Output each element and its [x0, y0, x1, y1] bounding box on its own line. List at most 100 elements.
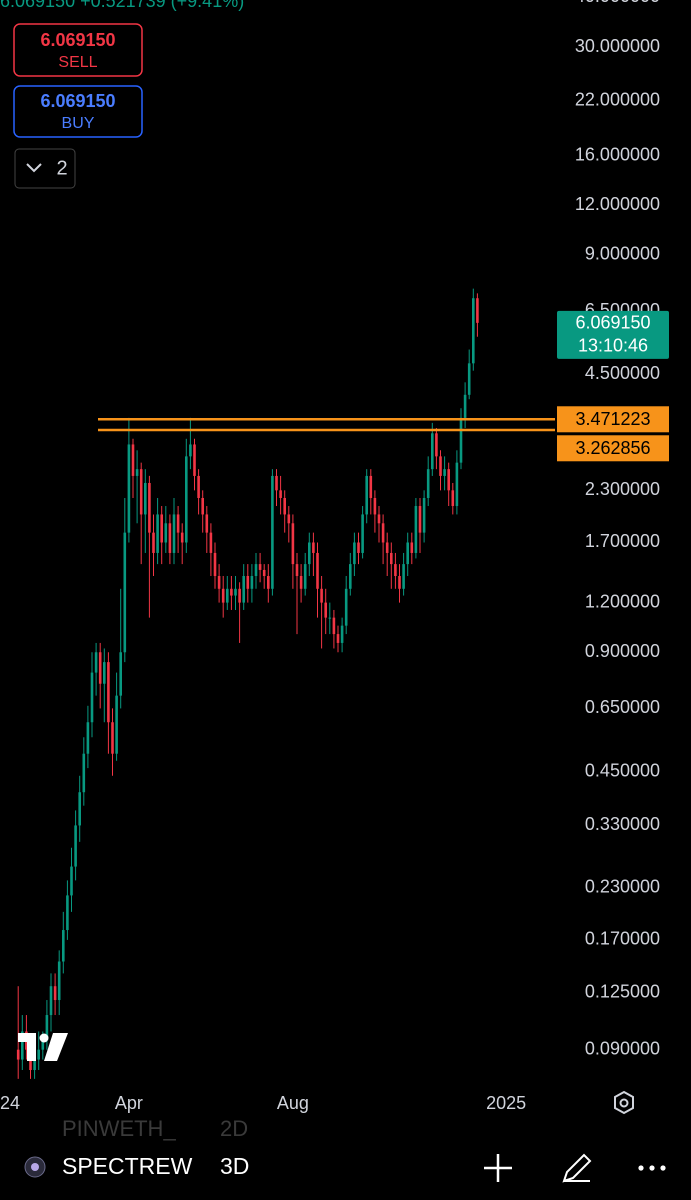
- y-tick-label: 0.125000: [585, 982, 660, 1002]
- candle-body: [115, 695, 118, 754]
- candle-body: [139, 469, 143, 515]
- candle-body: [37, 1049, 40, 1060]
- candle-body: [361, 514, 364, 553]
- buy-price: 6.069150: [40, 91, 115, 111]
- candle-body: [390, 552, 393, 565]
- candle-body: [201, 497, 204, 515]
- last-price-tag: [557, 310, 669, 359]
- candle-body: [275, 475, 278, 491]
- sell-price: 6.069150: [40, 30, 115, 50]
- candle-body: [467, 363, 471, 395]
- candle-body: [70, 866, 73, 896]
- layout-toggle[interactable]: 2: [14, 148, 76, 189]
- candle-body: [328, 617, 332, 619]
- candle-body: [332, 617, 336, 635]
- more-button[interactable]: [660, 1165, 666, 1171]
- candle-body: [357, 542, 360, 553]
- candle-body: [168, 523, 172, 553]
- candle-body: [103, 662, 106, 684]
- active-symbol[interactable]: SPECTREW: [62, 1153, 193, 1179]
- sell-label: SELL: [58, 54, 97, 71]
- draw-button[interactable]: [562, 1153, 592, 1183]
- candle-body: [230, 588, 233, 596]
- candle-body: [180, 532, 184, 543]
- x-tick-label: 24: [0, 1093, 20, 1113]
- candle-body: [234, 588, 237, 596]
- candle-body: [226, 588, 229, 603]
- buy-box[interactable]: [13, 85, 143, 138]
- sell-button[interactable]: 6.069150 SELL: [13, 23, 143, 77]
- price-axis: 40.000000 30.000000 22.000000 16.000000 12.0…: [555, 0, 669, 1058]
- candle-body: [316, 552, 319, 589]
- candle-body: [156, 514, 159, 553]
- candle-body: [463, 394, 467, 418]
- candle-body: [205, 514, 209, 533]
- candle-body: [365, 475, 368, 515]
- add-button[interactable]: [484, 1154, 512, 1182]
- candle-body: [78, 792, 81, 826]
- candle-body: [107, 662, 110, 723]
- candle-body: [160, 514, 163, 543]
- candle-body: [74, 825, 77, 867]
- y-tick-label: 9.000000: [585, 244, 660, 264]
- candle-body: [246, 576, 250, 589]
- candle-body: [213, 552, 217, 577]
- x-tick-label: Apr: [115, 1093, 143, 1113]
- layout-box[interactable]: [14, 148, 76, 189]
- active-interval[interactable]: 3D: [220, 1153, 249, 1179]
- y-tick-label: 2.300000: [585, 479, 660, 499]
- buy-button[interactable]: 6.069150 BUY: [13, 85, 143, 138]
- x-tick-label: Aug: [277, 1093, 309, 1113]
- candle-body: [459, 417, 463, 463]
- y-tick-label: 0.650000: [585, 697, 660, 717]
- candle-body: [57, 961, 61, 1001]
- candle-body: [172, 514, 176, 553]
- candle-body: [164, 523, 168, 543]
- candle-body: [86, 722, 90, 754]
- candle-body: [66, 895, 69, 931]
- candle-body: [49, 986, 53, 1016]
- candle-body: [258, 564, 262, 570]
- level-tag-label: 3.262856: [575, 438, 650, 458]
- y-tick-label: 0.450000: [585, 761, 660, 781]
- candle-body: [111, 722, 114, 754]
- symbol-icon-dot: [31, 1163, 39, 1171]
- candle-body: [185, 456, 188, 543]
- candle-body: [340, 625, 344, 643]
- x-tick-label: 2025: [486, 1093, 526, 1113]
- candle-body: [435, 433, 438, 457]
- candle-body: [410, 542, 414, 553]
- candle-body: [250, 576, 254, 589]
- candle-body: [119, 652, 122, 696]
- candle-body: [422, 497, 426, 533]
- more-button[interactable]: [638, 1165, 644, 1171]
- candle-body: [381, 523, 385, 543]
- level-tag-label: 3.471223: [575, 409, 650, 429]
- candle-body: [176, 514, 180, 533]
- candle-body: [197, 475, 200, 498]
- settings-button[interactable]: [614, 1090, 634, 1115]
- candle-body: [238, 588, 241, 603]
- candle-body: [320, 588, 323, 603]
- previous-symbol[interactable]: PINWETH_: [62, 1116, 176, 1141]
- candle-body: [402, 564, 405, 589]
- buy-label: BUY: [62, 115, 95, 132]
- candle-body: [369, 475, 373, 498]
- more-button[interactable]: [649, 1165, 655, 1171]
- logo-part: [18, 1033, 36, 1061]
- candle-body: [406, 542, 409, 565]
- candle-body: [148, 482, 151, 533]
- gear-icon[interactable]: [614, 1090, 634, 1115]
- candle-body: [451, 490, 455, 507]
- candle-body: [443, 469, 446, 476]
- candle-body: [353, 542, 356, 565]
- level-tag: [557, 406, 669, 433]
- candle-body: [279, 490, 282, 498]
- candle-body: [344, 588, 348, 626]
- sell-box[interactable]: [13, 23, 143, 77]
- candle-body: [299, 576, 303, 589]
- symbol-bar: PINWETH_ 2D SPECTREW 3D: [24, 1116, 666, 1183]
- y-tick-label: 16.000000: [575, 144, 660, 164]
- y-tick-label: 0.230000: [585, 876, 660, 896]
